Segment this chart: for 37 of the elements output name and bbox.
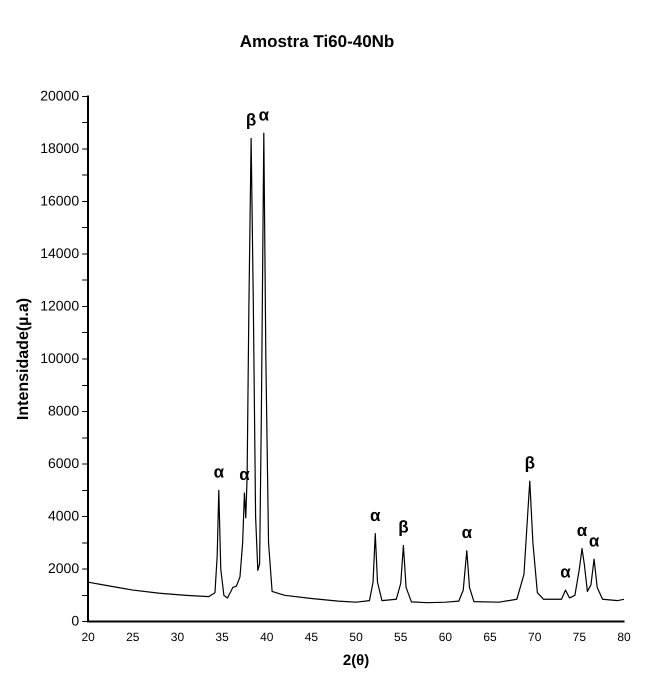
x-tick-label: 70 bbox=[528, 630, 542, 644]
x-tick-label: 40 bbox=[260, 630, 274, 644]
x-tick-label: 60 bbox=[438, 630, 452, 644]
annotation: β bbox=[246, 110, 256, 130]
y-tick-label: 18000 bbox=[40, 140, 80, 156]
annotation: α bbox=[560, 562, 572, 582]
y-tick-label: 6000 bbox=[48, 454, 80, 471]
annotation: β bbox=[398, 518, 409, 537]
y-tick-label: 20000 bbox=[40, 87, 80, 104]
annotation: α bbox=[462, 522, 473, 542]
y-tick-label: 0 bbox=[71, 612, 80, 628]
x-tick-label: 20 bbox=[81, 630, 96, 644]
x-tick-label: 30 bbox=[170, 630, 184, 644]
y-tick-label: 14000 bbox=[40, 244, 80, 261]
y-tick-label: 4000 bbox=[48, 507, 80, 524]
annotation: α bbox=[588, 531, 600, 550]
x-tick-label: 80 bbox=[617, 630, 631, 644]
x-tick-label: 55 bbox=[394, 630, 408, 644]
annotation: α bbox=[370, 506, 382, 525]
y-tick-label: 10000 bbox=[40, 350, 80, 366]
x-tick-label: 75 bbox=[572, 630, 586, 644]
annotation: α bbox=[576, 520, 588, 540]
annotation: β bbox=[524, 453, 535, 472]
y-axis-title: Intensidade(µ.a) bbox=[15, 298, 32, 420]
x-axis-title: 2(θ) bbox=[342, 652, 370, 670]
x-tick-label: 35 bbox=[215, 630, 230, 644]
annotation: α bbox=[214, 462, 225, 482]
y-tick-label: 12000 bbox=[40, 297, 80, 314]
y-tick-label: 8000 bbox=[48, 402, 80, 418]
y-tick-label: 2000 bbox=[48, 560, 80, 576]
x-tick-label: 25 bbox=[126, 630, 140, 644]
x-tick-label: 65 bbox=[483, 630, 498, 644]
x-tick-label: 45 bbox=[304, 630, 318, 644]
chart-title: Amostra Ti60-40Nb bbox=[240, 32, 394, 51]
x-tick-label: 50 bbox=[349, 630, 364, 644]
annotation: α bbox=[258, 105, 270, 124]
y-tick-label: 16000 bbox=[40, 192, 80, 208]
